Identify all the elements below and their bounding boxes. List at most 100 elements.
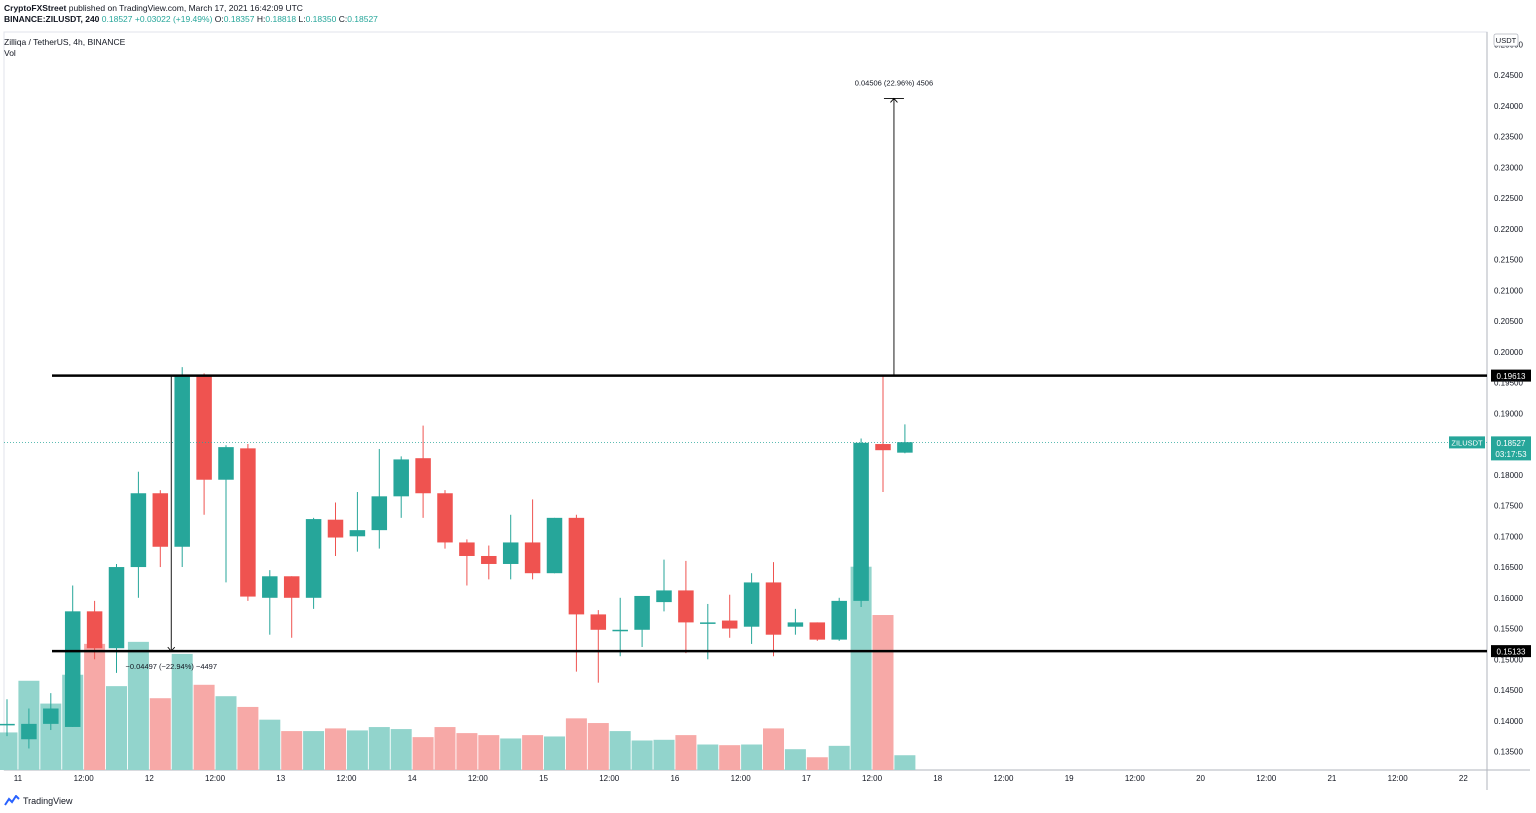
volume-bar	[325, 728, 346, 770]
time-tick-label: 20	[1196, 774, 1205, 783]
price-tick-label: 0.19000	[1494, 409, 1523, 418]
candle-body	[481, 555, 497, 564]
candle-body	[262, 576, 278, 598]
volume-bar	[653, 739, 675, 770]
price-tick-label: 0.15000	[1494, 655, 1523, 664]
candle-body	[196, 375, 212, 480]
candle-body	[656, 590, 672, 603]
tradingview-logo-icon	[4, 795, 20, 806]
volume-bar	[763, 728, 784, 770]
candle-body	[130, 493, 147, 568]
price-tick-label: 0.24500	[1494, 71, 1523, 80]
candle-body	[459, 542, 475, 556]
candle-body	[721, 620, 738, 629]
price-axis[interactable]: 0.196130.151330.250000.245000.240000.235…	[1449, 33, 1531, 757]
volume-bar	[215, 696, 237, 770]
level-price-label: 0.19613	[1497, 372, 1526, 381]
candle-body	[831, 600, 847, 640]
time-tick-label: 12	[145, 774, 154, 783]
level-price-tag	[1491, 369, 1531, 382]
volume-bar	[500, 738, 522, 770]
tradingview-brand: TradingView	[23, 795, 73, 806]
volume-bar	[697, 744, 719, 770]
time-tick-label: 19	[1065, 774, 1074, 783]
measure-annotations[interactable]: 0.04506 (22.96%) 4506 −0.04497 (−22.94%) …	[125, 78, 933, 671]
chart-header: CryptoFXStreet published on TradingView.…	[4, 3, 378, 59]
high-value: 0.18818	[265, 14, 297, 24]
candle-body	[240, 448, 256, 597]
time-tick-label: 12:00	[336, 774, 357, 783]
volume-bar	[171, 653, 193, 770]
price-tick-label: 0.17500	[1494, 502, 1523, 511]
time-tick-label: 12:00	[1256, 774, 1277, 783]
price-tick-label: 0.13500	[1494, 748, 1523, 757]
price-tick-label: 0.20000	[1494, 348, 1523, 357]
candle-body	[108, 567, 125, 649]
volume-bar	[522, 735, 544, 770]
candle-body	[853, 442, 869, 601]
volume-bar	[368, 727, 390, 770]
measure-arrowhead	[890, 97, 898, 103]
volume-bar	[850, 566, 872, 770]
volume-bar	[565, 718, 587, 770]
candle-body	[590, 614, 607, 630]
price-tick-label: 0.23500	[1494, 133, 1523, 142]
volume-bar	[412, 737, 434, 770]
level-price-tag	[1491, 645, 1531, 658]
low-label: L:	[298, 14, 306, 24]
volume-label: Vol	[4, 48, 16, 58]
time-tick-label: 21	[1327, 774, 1336, 783]
tradingview-footer[interactable]: TradingView	[4, 795, 73, 806]
last-price-tag	[1491, 436, 1531, 461]
price-tick-label: 0.22500	[1494, 194, 1523, 203]
time-tick-label: 12:00	[731, 774, 752, 783]
time-tick-label: 12:00	[205, 774, 226, 783]
price-tick-label: 0.19500	[1494, 379, 1523, 388]
publisher-line: CryptoFXStreet published on TradingView.…	[4, 3, 378, 14]
time-tick-label: 17	[802, 774, 811, 783]
published-text: published on TradingView.com, March 17, …	[68, 3, 303, 13]
time-axis[interactable]: 11 12:00 12 12:00 13 12:00 14 12:00 15 12:00 16 12:…	[14, 774, 1469, 783]
publisher-name[interactable]: CryptoFXStreet	[4, 3, 67, 13]
candle-body	[765, 582, 782, 635]
volume-bar	[390, 729, 412, 770]
candle-body	[327, 519, 344, 538]
price-tick-label: 0.22000	[1494, 225, 1523, 234]
volume-bar	[806, 757, 828, 770]
price-tick-label: 0.18000	[1494, 471, 1523, 480]
level-price-label: 0.15133	[1497, 648, 1526, 657]
candle-body	[897, 442, 913, 453]
time-tick-label: 18	[933, 774, 942, 783]
candle-body	[86, 611, 103, 649]
candle-body	[64, 611, 81, 727]
volume-bar	[0, 732, 18, 770]
candle-body	[787, 622, 804, 627]
measure-arrowhead	[167, 646, 176, 652]
candle-body	[875, 444, 891, 451]
close-value: 0.18527	[347, 14, 378, 24]
time-tick-label: 12:00	[1125, 774, 1146, 783]
volume-bar	[456, 733, 478, 770]
candle-body	[700, 622, 716, 624]
volume-bar	[587, 723, 609, 770]
price-tick-label: 0.14000	[1494, 717, 1523, 726]
time-tick-label: 15	[539, 774, 548, 783]
volume-bar	[193, 684, 215, 770]
time-tick-label: 12:00	[468, 774, 489, 783]
countdown-label: 03:17:53	[1495, 450, 1527, 459]
level-lines[interactable]	[4, 374, 1487, 653]
volume-bar	[675, 735, 697, 770]
volume-bar	[149, 698, 171, 770]
volume-bar	[434, 727, 456, 770]
candle-body	[305, 519, 322, 598]
time-tick-label: 12:00	[74, 774, 95, 783]
candle-body	[612, 629, 628, 632]
measure-label: 0.04506 (22.96%) 4506	[855, 78, 933, 87]
volume-bar	[106, 686, 127, 770]
price-change: +0.03022 (+19.49%)	[134, 14, 213, 24]
volume-bar	[544, 736, 565, 770]
pair-title: Zilliqa / TetherUS, 4h, BINANCE	[4, 37, 126, 47]
candle-body	[809, 622, 826, 640]
volume-bar	[719, 745, 741, 770]
